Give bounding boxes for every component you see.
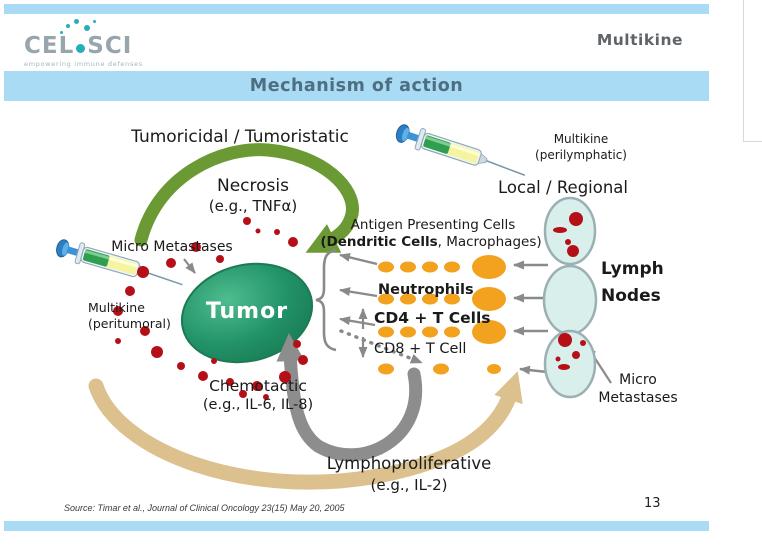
tumor-label: Tumor [205,299,289,324]
arrow-to-tumor-icon [339,316,376,327]
immune-cell-rows [378,255,506,375]
label-lymph: Lymph [601,259,664,279]
lymph-node-shapes [542,196,598,399]
logo-dot-icon [84,25,90,31]
label-macrophages: , Macrophages) [437,234,542,250]
label-peritumoral: (peritumoral) [88,316,171,331]
label-neutrophils: Neutrophils [378,282,474,298]
label-micro-right: Micro [619,372,657,388]
logo-tagline: empowering immune defenses [24,60,143,68]
label-dendritic-cells: (Dendritic Cells [320,234,438,250]
lymph-node [542,264,598,336]
label-apc-line2: (Dendritic Cells, Macrophages) [320,234,541,250]
label-multikine-peritumoral: Multikine [88,300,145,315]
logo-dot-icon [66,24,70,28]
logo-dot-icon [93,20,96,23]
label-cd8: CD8 + T Cell [374,341,467,357]
micro-metastases-left-pointer-icon [183,258,196,274]
logo-middot-icon [76,43,86,53]
label-perilymphatic: (perilymphatic) [535,148,627,162]
label-necrosis: Necrosis [217,176,289,196]
brace-icon [315,248,337,352]
page-number: 13 [644,496,661,511]
source-note: Source: Timar et al., Journal of Clinica… [64,503,345,513]
label-micro-metastases-left: Micro Metastases [111,239,233,255]
logo-cel: CEL [24,33,75,59]
logo-sci: SCI [87,33,133,59]
label-cd4: CD4 + T Cells [374,309,491,327]
label-chemotactic-example: (e.g., IL-6, IL-8) [202,397,314,413]
gray-curved-arrow-icon [276,333,423,462]
micro-metastases-dots [113,217,308,400]
label-nodes: Nodes [601,286,661,306]
label-metastases-right: Metastases [598,390,678,406]
label-chemotactic: Chemotactic [209,377,307,395]
logo: CEL SCI empowering immune defenses [24,19,184,68]
slide-title: Mechanism of action [249,76,464,96]
arrow-to-tumor-icon [339,252,378,266]
logo-dot-icon [74,19,79,24]
arrow-to-tumor-icon [339,287,378,298]
label-lymphoproliferative: Lymphoproliferative [326,454,492,473]
panel-edge-vertical [743,0,744,142]
bottom-accent-bar [4,521,709,531]
right-arrows [513,260,557,375]
logo-dot-icon [60,31,63,34]
dotted-arrow-icon [339,329,423,364]
left-arrows [339,252,378,327]
node-metastases-dots [553,212,586,370]
label-necrosis-example: (e.g., TNFα) [208,197,298,215]
label-apc-line1: Antigen Presenting Cells [350,217,516,233]
panel-edge-horizontal [743,141,762,142]
label-tumoricidal: Tumoricidal / Tumoristatic [131,127,349,147]
lymph-node [543,196,597,266]
label-multikine-perilymphatic: Multikine [553,132,609,146]
top-accent-bar [4,4,709,14]
brand-title: Multikine [596,31,683,49]
title-bar: Mechanism of action [4,71,709,101]
tan-curved-arrow-icon [88,371,523,490]
label-local-regional: Local / Regional [498,178,628,197]
green-curved-arrow-icon [134,143,359,253]
lymph-node [543,329,597,399]
label-lymphoproliferative-example: (e.g., IL-2) [370,476,448,494]
syringe-icon [392,120,530,185]
